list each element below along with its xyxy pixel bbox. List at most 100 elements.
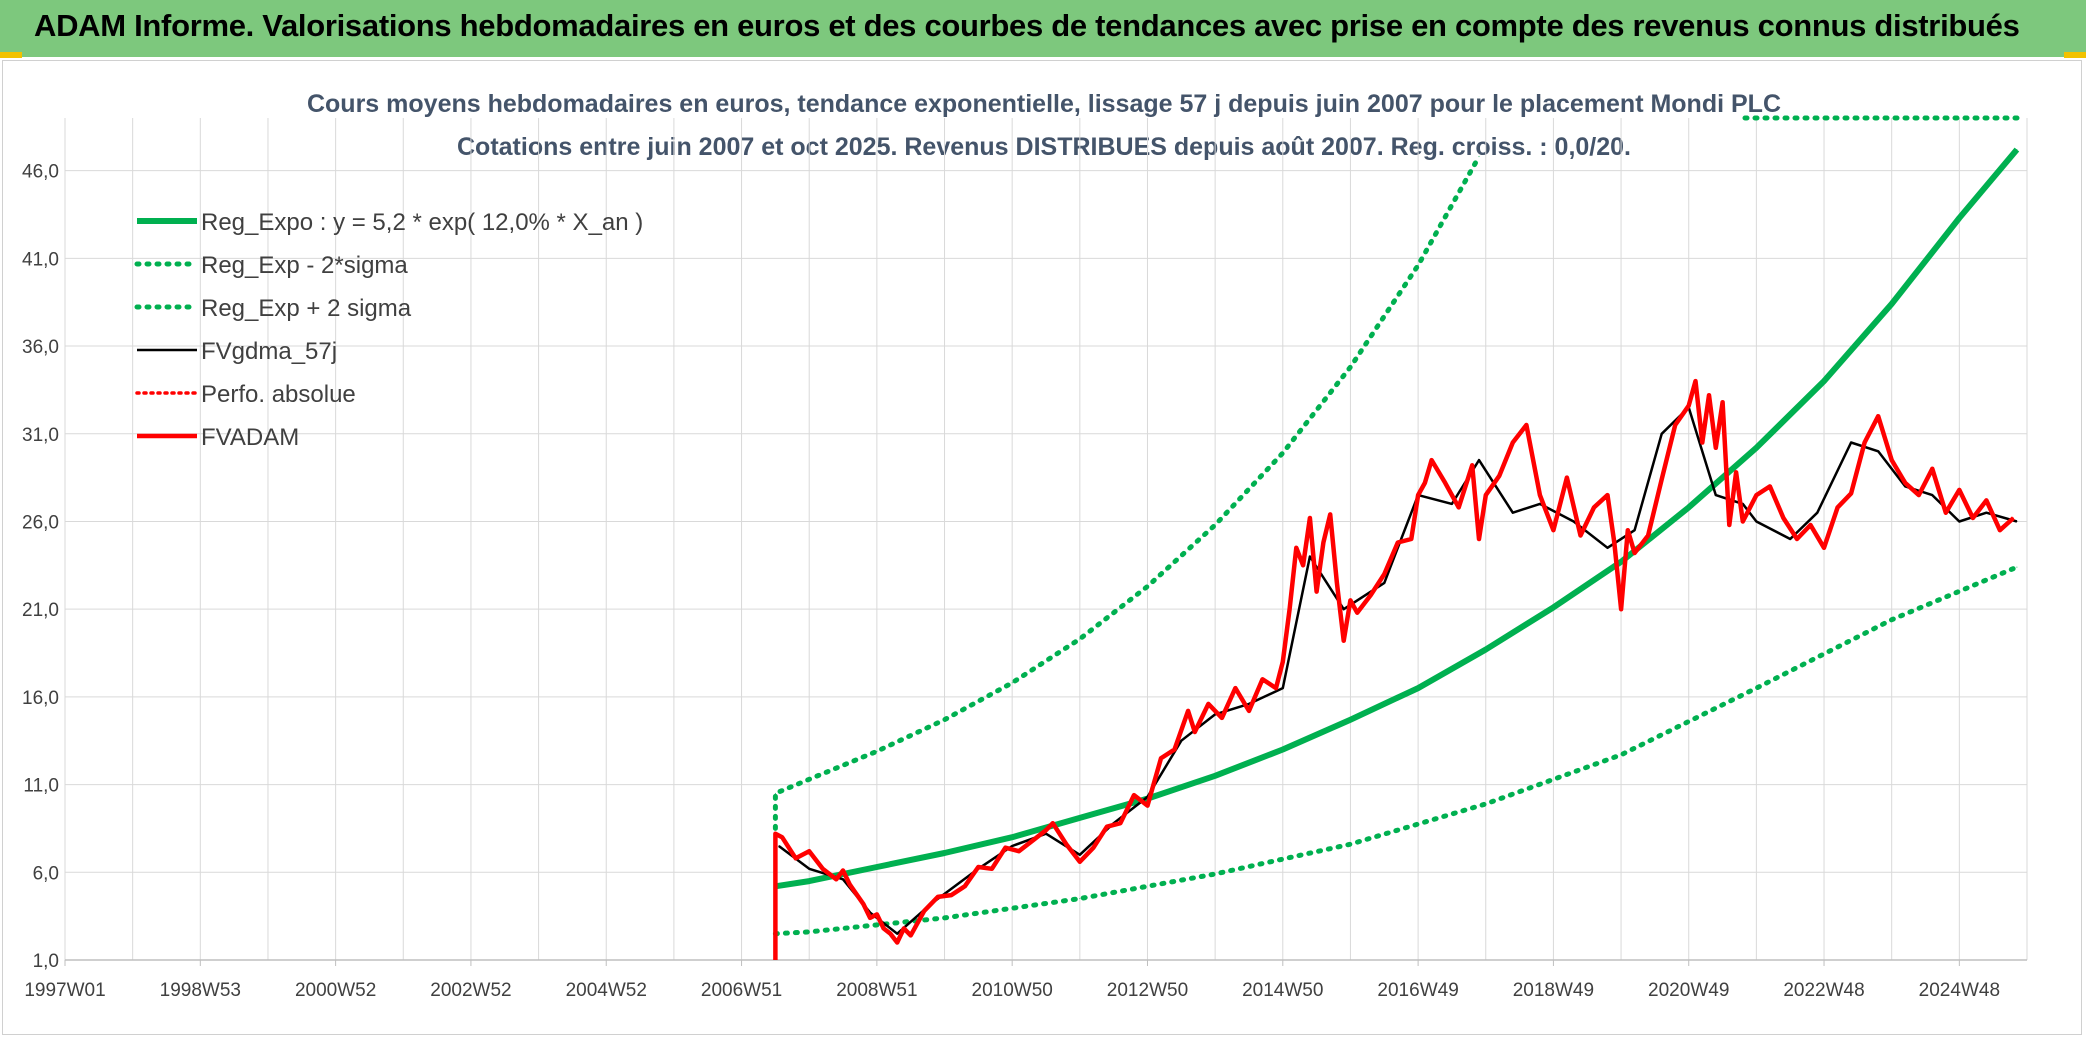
x-tick-label: 1997W01 [24,980,105,1001]
data-point [1735,471,1737,473]
data-point [778,845,780,847]
data-point [937,896,939,898]
data-point [1728,524,1730,526]
data-point [1458,506,1460,508]
page-title: ADAM Informe. Valorisations hebdomadaire… [34,8,2020,43]
data-point [1958,521,1960,522]
data-point [1580,535,1581,536]
data-point [1282,749,1284,750]
data-point [849,884,851,886]
x-tick-label: 1998W53 [160,980,241,1001]
data-point [1891,459,1893,461]
data-point [1032,840,1033,842]
chart-frame [2,60,2082,1035]
data-point [883,927,885,929]
data-point [1972,517,1974,519]
data-point [1079,817,1081,819]
x-tick-label: 2004W52 [566,980,647,1001]
y-tick-label: 21,0 [22,600,59,621]
data-point [1410,538,1412,540]
x-tick-label: 2018W49 [1513,980,1594,1001]
data-point [781,836,783,838]
data-point [1214,873,1216,875]
data-point [1174,749,1175,750]
data-point [1018,850,1020,852]
data-point [1695,380,1696,382]
series-line-fvadam [773,378,2016,960]
corner-accent-left [0,52,22,58]
data-point [1552,606,1554,608]
data-point [1512,512,1514,514]
data-point [1309,556,1311,557]
data-point [1573,521,1575,522]
data-point [1282,687,1284,689]
data-point [896,933,898,935]
series-line-reg-exp [772,564,2020,937]
data-point [1119,822,1121,824]
data-point [1485,649,1487,650]
data-point [1248,710,1250,712]
data-point [1823,380,1825,382]
legend-label: FVgdma_57j [201,338,337,365]
legend-label: FVADAM [201,424,299,451]
data-point [2016,521,2018,522]
x-tick-label: 2024W48 [1919,980,2000,1001]
data-point [1985,512,1987,514]
data-point [1147,805,1148,807]
data-point [1755,521,1757,522]
data-point [1397,542,1399,543]
data-point [1688,506,1690,508]
data-point [1133,794,1135,796]
data-point [808,868,810,870]
data-point [1106,826,1108,828]
data-point [808,850,810,852]
legend-label: Reg_Expo : y = 5,2 * exp( 12,0% * X_an ) [201,209,643,236]
data-point [1065,843,1067,845]
y-tick-label: 6,0 [33,863,59,884]
data-point [1444,482,1446,484]
data-point [2013,517,2014,519]
data-point [1958,489,1960,491]
data-point [1918,494,1920,496]
x-tick-label: 2022W48 [1783,980,1864,1001]
data-point [1160,757,1162,759]
data-point [1755,447,1757,449]
data-point [1755,494,1757,496]
data-point [1552,529,1554,531]
data-point [944,917,945,919]
data-point [1958,217,1960,219]
data-point [1634,529,1636,531]
data-point [1417,264,1419,266]
data-point [842,870,844,871]
data-point [1302,564,1304,566]
data-point [1417,687,1419,689]
data-point [1742,521,1744,522]
data-point [1262,678,1263,680]
data-point [1674,424,1676,426]
data-point [1349,719,1351,721]
data-point [1661,433,1663,435]
data-point [1904,485,1906,487]
data-point [862,903,864,905]
data-point [1985,499,1987,501]
data-point [1999,529,2001,531]
data-point [1336,582,1338,584]
data-point [1180,740,1182,742]
data-point [1837,506,1839,508]
data-point [795,857,797,859]
data-point [1471,464,1473,466]
data-point [1891,619,1893,621]
data-point [1343,640,1345,642]
data-point [808,931,810,933]
data-point [1309,517,1311,519]
data-point [876,750,878,752]
x-tick-label: 2002W52 [430,980,511,1001]
data-point [1092,847,1094,849]
legend-label: Reg_Exp - 2*sigma [201,252,408,279]
data-point [1850,442,1852,443]
data-point [1370,594,1372,596]
data-point [1248,703,1250,705]
data-point [1424,482,1426,484]
data-point [1891,303,1893,305]
data-point [774,792,776,794]
